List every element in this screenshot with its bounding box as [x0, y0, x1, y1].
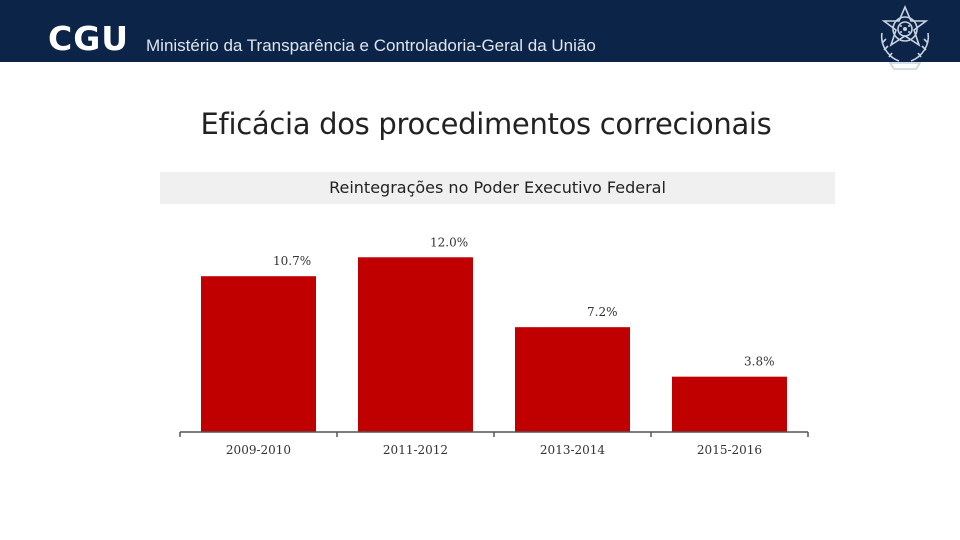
bar-2013-2014 — [515, 327, 630, 432]
chart-title: Reintegrações no Poder Executivo Federal — [329, 178, 666, 197]
category-label: 2011-2012 — [383, 443, 448, 457]
category-label: 2015-2016 — [697, 443, 762, 457]
value-label: 7.2% — [587, 305, 618, 319]
chart-title-band: Reintegrações no Poder Executivo Federal — [160, 172, 835, 204]
value-label: 10.7% — [273, 254, 311, 268]
cgu-logo: CGU — [48, 19, 130, 58]
value-label: 3.8% — [744, 355, 775, 369]
org-name: Ministério da Transparência e Controlado… — [146, 36, 596, 55]
slide-title: Eficácia dos procedimentos correcionais — [200, 107, 772, 141]
category-label: 2013-2014 — [540, 443, 605, 457]
bar-2015-2016 — [672, 376, 787, 432]
category-label: 2009-2010 — [226, 443, 291, 457]
brazil-coat-of-arms-icon — [880, 4, 930, 70]
value-label: 12.0% — [430, 235, 468, 249]
bar-2011-2012 — [358, 257, 473, 432]
bar-2009-2010 — [201, 276, 316, 432]
header-bar: CGU Ministério da Transparência e Contro… — [0, 0, 960, 70]
